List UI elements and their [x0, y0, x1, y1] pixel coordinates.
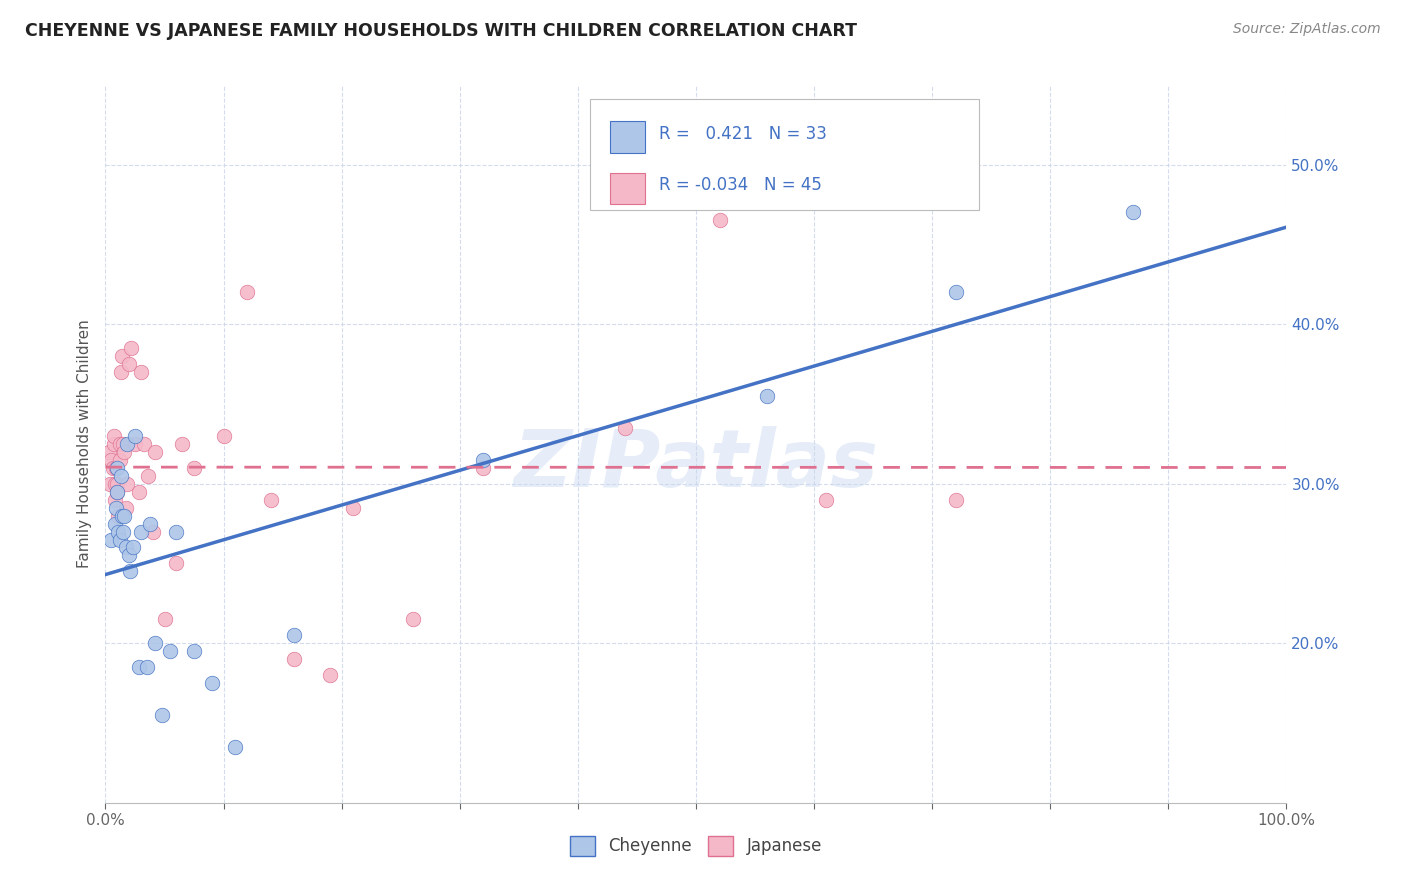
- Point: [118, 549, 141, 563]
- Point: [129, 524, 152, 539]
- Point: [136, 468, 159, 483]
- Point: [472, 452, 495, 467]
- Point: [236, 285, 259, 300]
- Text: Source: ZipAtlas.com: Source: ZipAtlas.com: [1233, 22, 1381, 37]
- Text: R =   0.421   N = 33: R = 0.421 N = 33: [659, 125, 827, 143]
- Point: [212, 429, 235, 443]
- Point: [112, 444, 135, 458]
- Point: [755, 389, 778, 403]
- Point: [110, 468, 132, 483]
- Point: [472, 460, 495, 475]
- Point: [172, 436, 194, 450]
- Point: [124, 429, 146, 443]
- Point: [121, 541, 143, 555]
- Point: [260, 492, 283, 507]
- Point: [283, 628, 305, 642]
- Y-axis label: Family Households with Children: Family Households with Children: [76, 319, 91, 568]
- Point: [112, 524, 135, 539]
- Point: [814, 492, 837, 507]
- Point: [319, 668, 342, 682]
- Text: CHEYENNE VS JAPANESE FAMILY HOUSEHOLDS WITH CHILDREN CORRELATION CHART: CHEYENNE VS JAPANESE FAMILY HOUSEHOLDS W…: [25, 22, 858, 40]
- Point: [143, 636, 166, 650]
- Point: [105, 484, 128, 499]
- Point: [112, 508, 135, 523]
- Point: [945, 492, 967, 507]
- Point: [108, 452, 131, 467]
- Point: [120, 565, 142, 579]
- Point: [124, 436, 146, 450]
- Point: [103, 429, 125, 443]
- Point: [107, 524, 129, 539]
- FancyBboxPatch shape: [589, 99, 980, 211]
- Point: [129, 365, 152, 379]
- Text: R = -0.034   N = 45: R = -0.034 N = 45: [659, 177, 823, 194]
- Point: [112, 436, 135, 450]
- Point: [1122, 205, 1144, 219]
- Point: [134, 436, 156, 450]
- Point: [111, 508, 134, 523]
- Point: [107, 508, 129, 523]
- Point: [118, 357, 141, 371]
- Point: [128, 660, 150, 674]
- Point: [709, 213, 731, 227]
- Point: [115, 476, 138, 491]
- Point: [945, 285, 967, 300]
- Point: [114, 541, 136, 555]
- Point: [614, 421, 637, 435]
- Point: [104, 476, 127, 491]
- Point: [108, 533, 131, 547]
- Point: [104, 492, 127, 507]
- Text: ZIPatlas: ZIPatlas: [513, 426, 879, 504]
- Point: [105, 476, 128, 491]
- Point: [150, 708, 173, 723]
- Point: [401, 612, 423, 626]
- Point: [165, 524, 187, 539]
- Point: [159, 644, 181, 658]
- Point: [128, 484, 150, 499]
- Point: [114, 500, 136, 515]
- Point: [101, 460, 124, 475]
- Point: [100, 533, 122, 547]
- Point: [153, 612, 176, 626]
- Point: [110, 365, 132, 379]
- Point: [224, 739, 246, 754]
- Point: [139, 516, 162, 531]
- Point: [342, 500, 364, 515]
- Point: [115, 436, 138, 450]
- Point: [104, 516, 127, 531]
- Point: [98, 476, 121, 491]
- Point: [165, 557, 187, 571]
- Point: [105, 460, 128, 475]
- Legend: Cheyenne, Japanese: Cheyenne, Japanese: [564, 829, 828, 863]
- Point: [98, 444, 121, 458]
- FancyBboxPatch shape: [610, 121, 645, 153]
- Point: [142, 524, 165, 539]
- Point: [103, 436, 125, 450]
- Point: [183, 644, 205, 658]
- Point: [108, 436, 131, 450]
- Point: [135, 660, 157, 674]
- Point: [183, 460, 205, 475]
- Point: [201, 676, 224, 690]
- FancyBboxPatch shape: [610, 173, 645, 204]
- Point: [120, 341, 142, 355]
- Point: [283, 652, 305, 666]
- Point: [143, 444, 166, 458]
- Point: [105, 500, 128, 515]
- Point: [111, 349, 134, 363]
- Point: [105, 460, 128, 475]
- Point: [100, 452, 122, 467]
- Point: [105, 484, 128, 499]
